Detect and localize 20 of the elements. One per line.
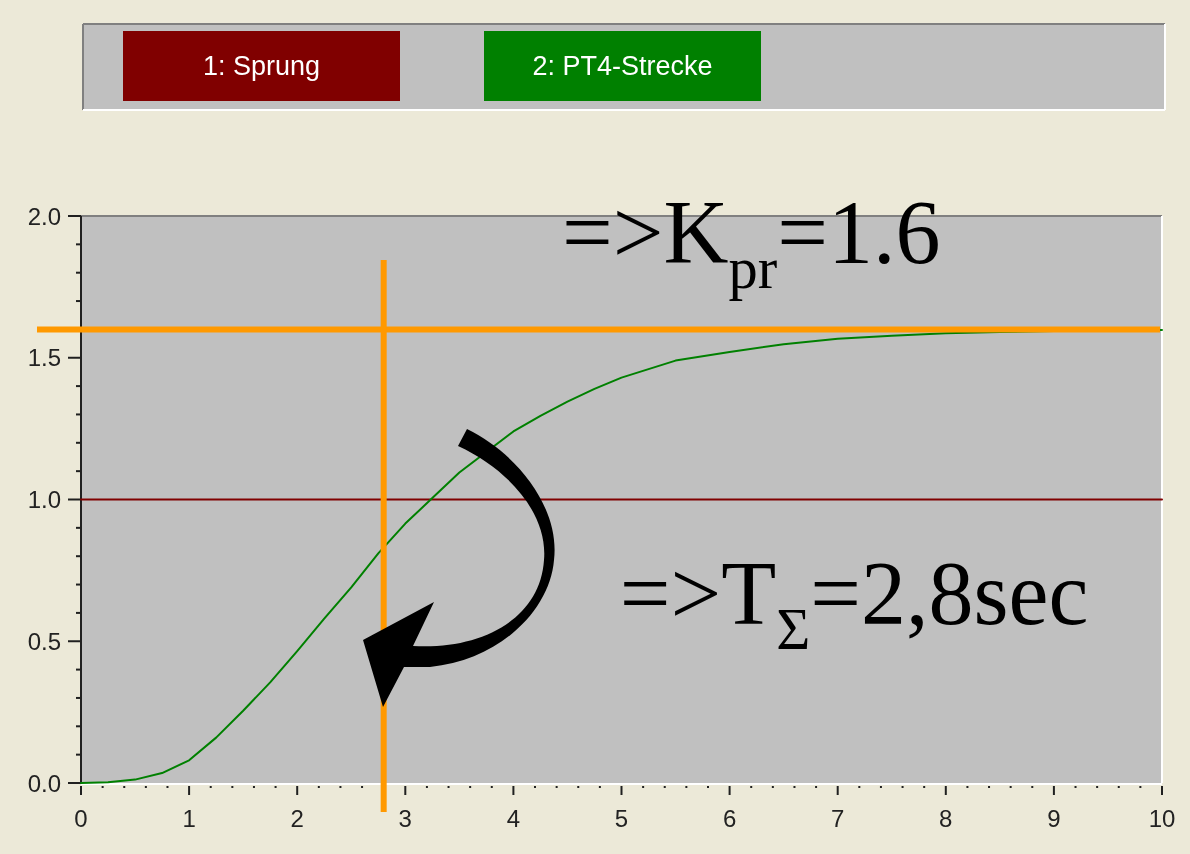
y-tick-label: 1.5: [27, 344, 61, 372]
x-tick-label: 3: [398, 804, 412, 832]
x-tick-label: 6: [722, 804, 737, 832]
x-tick-label: 9: [1047, 804, 1061, 832]
y-tick-label: 0.0: [27, 769, 61, 797]
text: 2: PT4-Strecke: [532, 51, 713, 81]
y-tick-label: 1.0: [27, 486, 61, 513]
x-tick-label: 1: [182, 804, 196, 832]
x-tick-label: 4: [506, 804, 521, 832]
x-tick-label: 5: [614, 804, 629, 832]
y-tick-label: 2.0: [27, 202, 61, 230]
ref-line-label: =>T$_{Σ}$=2,8sec: [619, 544, 1089, 662]
x-tick-label: 7: [831, 804, 845, 832]
x-tick-label: 8: [939, 804, 953, 832]
x-tick-label: 0: [74, 804, 88, 832]
y-tick-label: 0.5: [27, 627, 61, 655]
text: 1: Sprung: [202, 51, 321, 81]
x-tick-label: 10: [1148, 804, 1176, 832]
x-tick-label: 2: [290, 804, 304, 832]
ref-line-label: =>K$_{pr}$=1.6: [562, 183, 941, 301]
